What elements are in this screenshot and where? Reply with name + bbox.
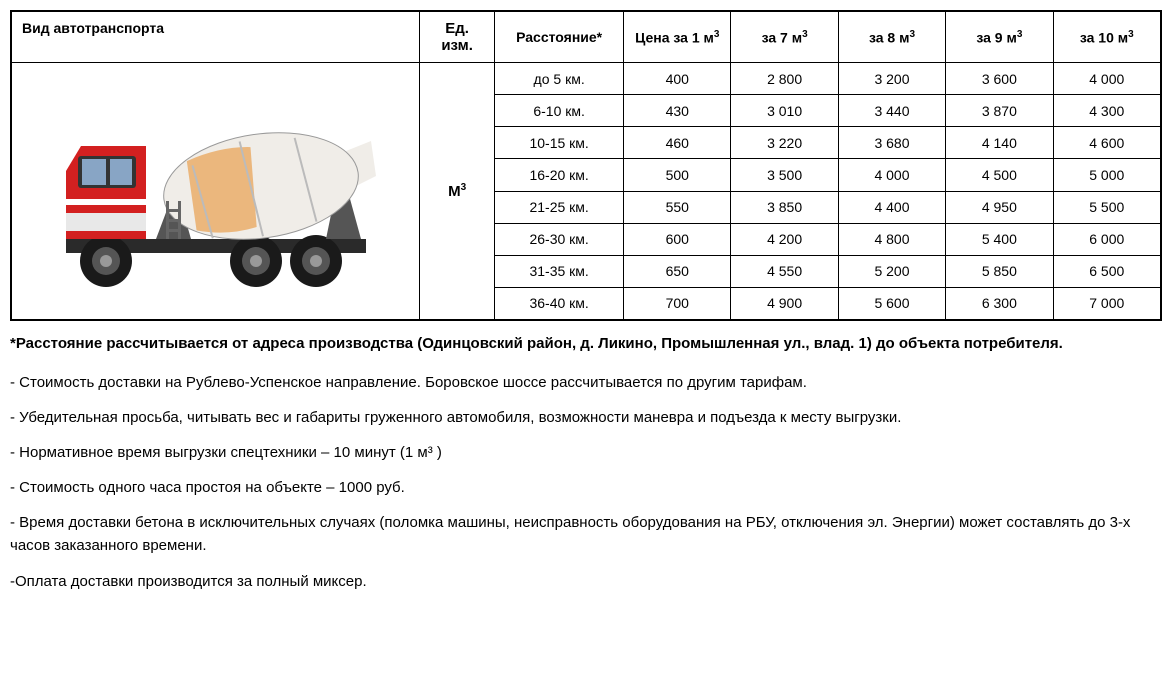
- header-price1: Цена за 1 м3: [624, 12, 731, 63]
- header-price10: за 10 м3: [1053, 12, 1160, 63]
- cell-price8: 4 000: [838, 159, 945, 191]
- cell-distance: 6-10 км.: [495, 95, 624, 127]
- cell-price1: 500: [624, 159, 731, 191]
- cell-price10: 6 500: [1053, 255, 1160, 287]
- cell-price7: 4 900: [731, 287, 838, 319]
- cell-price8: 3 440: [838, 95, 945, 127]
- note-rublevo: - Стоимость доставки на Рублево-Успенско…: [10, 372, 1162, 393]
- pricing-table-container: Вид автотранспорта Ед. изм. Расстояние* …: [10, 10, 1162, 321]
- cell-price1: 430: [624, 95, 731, 127]
- header-price7: за 7 м3: [731, 12, 838, 63]
- cell-price1: 650: [624, 255, 731, 287]
- pricing-table: Вид автотранспорта Ед. изм. Расстояние* …: [11, 11, 1161, 320]
- note-payment: -Оплата доставки производится за полный …: [10, 571, 1162, 592]
- cell-price7: 3 220: [731, 127, 838, 159]
- cell-price1: 460: [624, 127, 731, 159]
- cell-distance: 10-15 км.: [495, 127, 624, 159]
- header-price8: за 8 м3: [838, 12, 945, 63]
- cell-price10: 4 300: [1053, 95, 1160, 127]
- cell-price8: 5 600: [838, 287, 945, 319]
- cell-price1: 550: [624, 191, 731, 223]
- cell-price9: 3 600: [946, 63, 1053, 95]
- cell-price8: 3 200: [838, 63, 945, 95]
- cell-price8: 3 680: [838, 127, 945, 159]
- concrete-mixer-truck-icon: [46, 91, 386, 291]
- note-idle-cost: - Стоимость одного часа простоя на объек…: [10, 477, 1162, 498]
- cell-price9: 5 850: [946, 255, 1053, 287]
- header-distance: Расстояние*: [495, 12, 624, 63]
- cell-price7: 3 500: [731, 159, 838, 191]
- cell-price8: 5 200: [838, 255, 945, 287]
- note-unload-time: - Нормативное время выгрузки спецтехники…: [10, 442, 1162, 463]
- cell-price10: 7 000: [1053, 287, 1160, 319]
- table-header-row: Вид автотранспорта Ед. изм. Расстояние* …: [12, 12, 1161, 63]
- header-unit: Ед. изм.: [420, 12, 495, 63]
- cell-price10: 4 600: [1053, 127, 1160, 159]
- cell-distance: 31-35 км.: [495, 255, 624, 287]
- cell-price1: 700: [624, 287, 731, 319]
- cell-distance: 21-25 км.: [495, 191, 624, 223]
- cell-price10: 5 500: [1053, 191, 1160, 223]
- cell-price7: 3 850: [731, 191, 838, 223]
- cell-price9: 4 140: [946, 127, 1053, 159]
- cell-price9: 3 870: [946, 95, 1053, 127]
- distance-footnote: *Расстояние рассчитывается от адреса про…: [10, 333, 1162, 354]
- cell-price1: 400: [624, 63, 731, 95]
- cell-distance: 26-30 км.: [495, 223, 624, 255]
- cell-price1: 600: [624, 223, 731, 255]
- cell-price7: 4 200: [731, 223, 838, 255]
- cell-price9: 4 500: [946, 159, 1053, 191]
- cell-distance: до 5 км.: [495, 63, 624, 95]
- cell-price9: 6 300: [946, 287, 1053, 319]
- vehicle-image-cell: [12, 63, 420, 320]
- cell-price7: 4 550: [731, 255, 838, 287]
- cell-price10: 5 000: [1053, 159, 1160, 191]
- cell-distance: 16-20 км.: [495, 159, 624, 191]
- cell-price9: 5 400: [946, 223, 1053, 255]
- table-row: М3до 5 км.4002 8003 2003 6004 000: [12, 63, 1161, 95]
- cell-price10: 6 000: [1053, 223, 1160, 255]
- header-vehicle: Вид автотранспорта: [12, 12, 420, 63]
- cell-price9: 4 950: [946, 191, 1053, 223]
- cell-distance: 36-40 км.: [495, 287, 624, 319]
- note-delivery-time: - Время доставки бетона в исключительных…: [10, 512, 1162, 557]
- cell-price8: 4 800: [838, 223, 945, 255]
- cell-price7: 3 010: [731, 95, 838, 127]
- cell-price10: 4 000: [1053, 63, 1160, 95]
- header-price9: за 9 м3: [946, 12, 1053, 63]
- cell-price7: 2 800: [731, 63, 838, 95]
- note-weight: - Убедительная просьба, читывать вес и г…: [10, 407, 1162, 428]
- cell-price8: 4 400: [838, 191, 945, 223]
- unit-cell: М3: [420, 63, 495, 320]
